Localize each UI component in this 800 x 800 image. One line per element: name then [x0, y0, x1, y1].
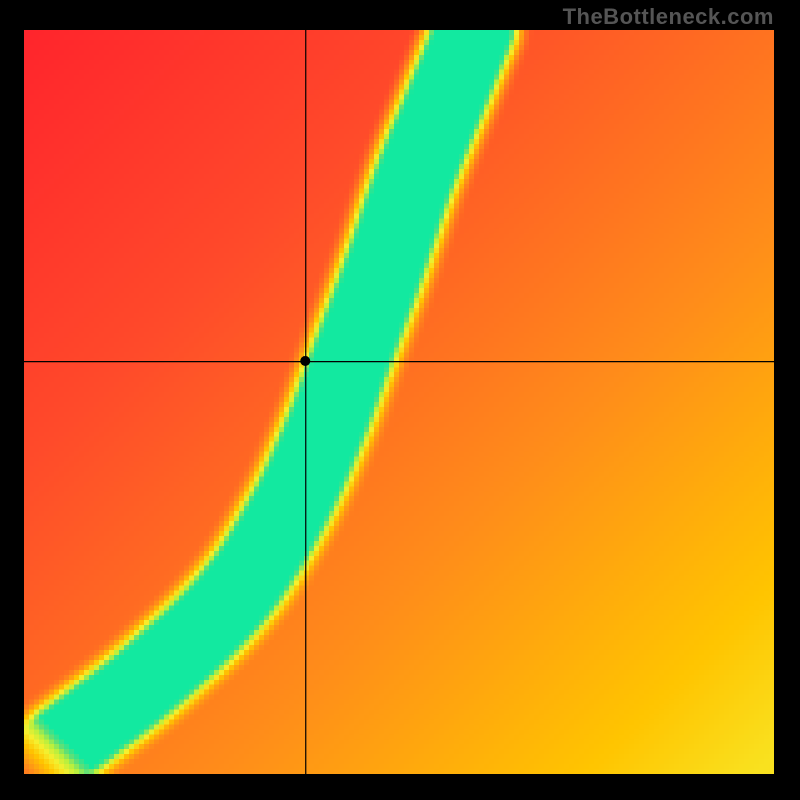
watermark-text: TheBottleneck.com — [563, 4, 774, 30]
chart-container: TheBottleneck.com — [0, 0, 800, 800]
overlay-canvas — [0, 0, 800, 800]
